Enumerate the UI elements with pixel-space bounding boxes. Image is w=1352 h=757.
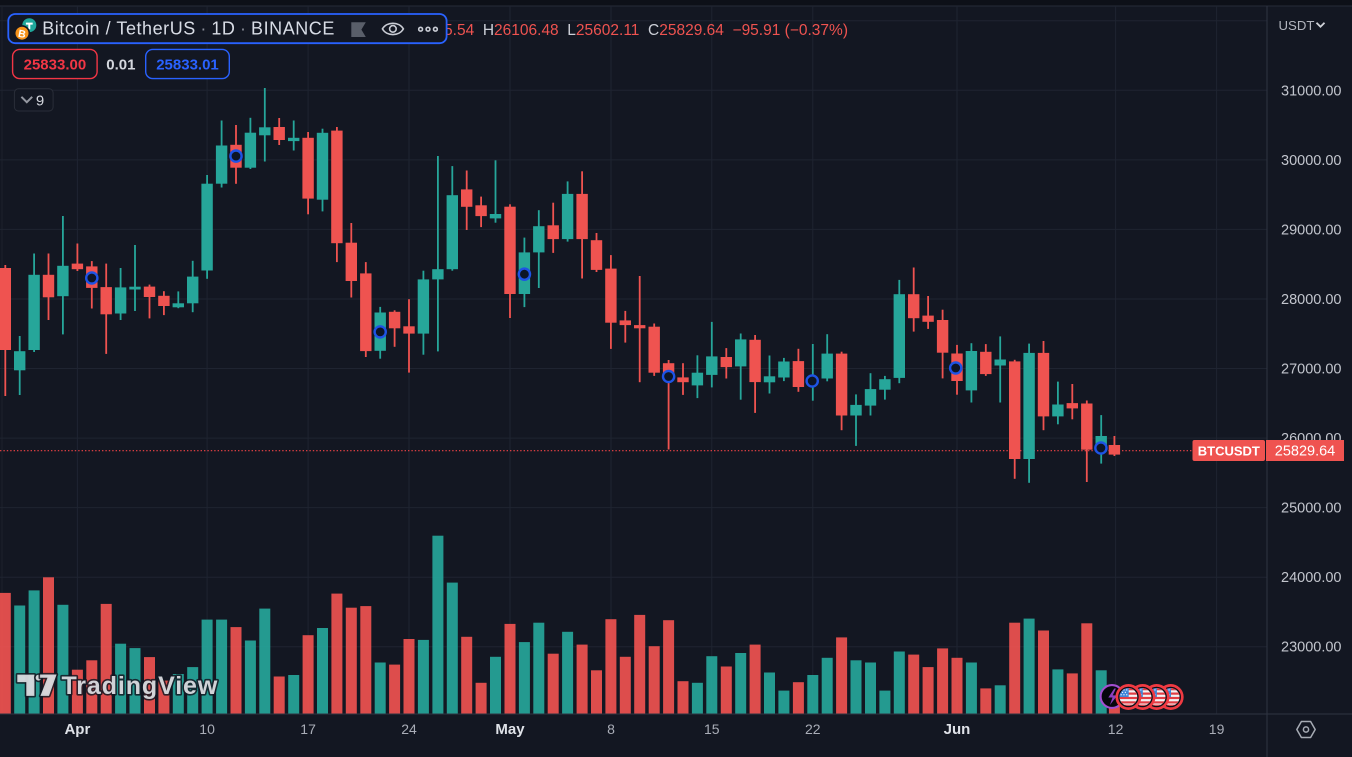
svg-text:28000.00: 28000.00: [1281, 292, 1341, 308]
svg-text:10: 10: [199, 721, 215, 737]
svg-text:BTCUSDT: BTCUSDT: [1198, 443, 1260, 458]
svg-text:Bitcoin / TetherUS·1D·BINANCE: Bitcoin / TetherUS · 1D · BINANCE: [42, 19, 335, 39]
svg-text:17: 17: [300, 721, 316, 737]
svg-text:May: May: [495, 721, 525, 738]
svg-text:15: 15: [704, 721, 720, 737]
svg-text:25829.64: 25829.64: [1275, 444, 1335, 460]
svg-text:9: 9: [36, 93, 44, 110]
svg-text:29000.00: 29000.00: [1281, 222, 1341, 238]
svg-text:Jun: Jun: [944, 721, 971, 738]
svg-text:25833.01: 25833.01: [156, 56, 219, 73]
svg-text:23000.00: 23000.00: [1281, 640, 1341, 656]
svg-text:Apr: Apr: [64, 721, 90, 738]
svg-text:12: 12: [1108, 721, 1124, 737]
svg-text:30000.00: 30000.00: [1281, 153, 1341, 169]
svg-text:27000.00: 27000.00: [1281, 362, 1341, 378]
svg-text:19: 19: [1209, 721, 1225, 737]
svg-text:0.01: 0.01: [106, 56, 135, 73]
svg-text:31000.00: 31000.00: [1281, 83, 1341, 99]
svg-text:24: 24: [401, 721, 417, 737]
svg-text:TradingView: TradingView: [62, 672, 219, 700]
svg-text:8: 8: [607, 721, 615, 737]
svg-text:O25865.54 H26106.48 L25602.1: O25865.54 H26106.48 L25602.11 C25829.64 …: [398, 22, 848, 39]
svg-text:25833.00: 25833.00: [24, 56, 87, 73]
svg-text:24000.00: 24000.00: [1281, 570, 1341, 586]
svg-text:B: B: [17, 28, 27, 41]
svg-text:25000.00: 25000.00: [1281, 501, 1341, 517]
svg-text:22: 22: [805, 721, 821, 737]
svg-text:USDT: USDT: [1279, 18, 1315, 33]
